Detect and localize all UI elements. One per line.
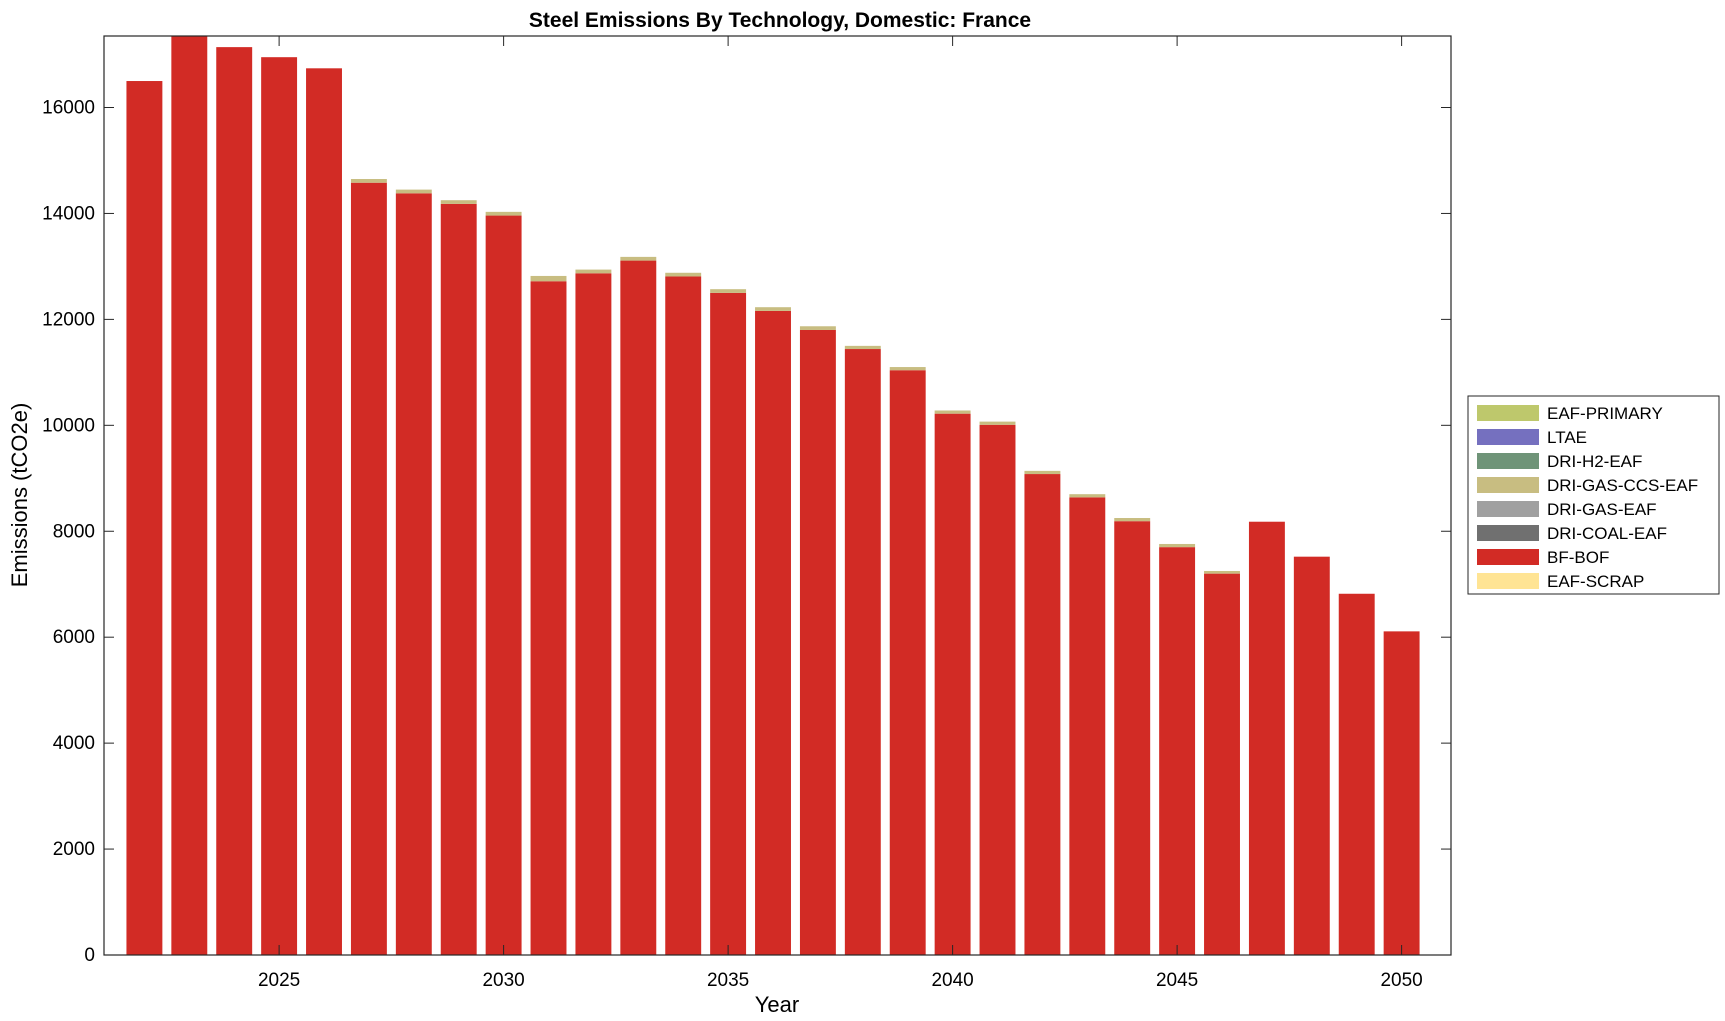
bar-bf-bof-2038 bbox=[844, 349, 881, 955]
bar-bf-bof-2047 bbox=[1248, 521, 1285, 955]
bar-dri-gas-ccs-eaf-2038 bbox=[844, 345, 881, 350]
bar-bf-bof-2023 bbox=[171, 36, 208, 955]
y-tick-label: 0 bbox=[84, 945, 95, 966]
bar-bf-bof-2024 bbox=[216, 47, 253, 955]
bar-bf-bof-2044 bbox=[1114, 521, 1151, 955]
x-tick-label: 2035 bbox=[707, 970, 749, 991]
bar-bf-bof-2025 bbox=[261, 57, 298, 956]
bar-bf-bof-2036 bbox=[755, 310, 791, 955]
legend-swatch-ltae bbox=[1477, 429, 1539, 445]
bar-bf-bof-2035 bbox=[710, 292, 747, 955]
y-tick-label: 8000 bbox=[53, 521, 95, 542]
bar-dri-gas-ccs-eaf-2040 bbox=[934, 410, 971, 414]
y-tick-label: 12000 bbox=[42, 309, 95, 330]
x-tick-label: 2045 bbox=[1156, 970, 1198, 991]
bar-dri-gas-ccs-eaf-2046 bbox=[1204, 570, 1240, 574]
bar-bf-bof-2043 bbox=[1069, 497, 1106, 955]
bar-bf-bof-2026 bbox=[306, 68, 342, 955]
axis-ticks: 0 2000 4000 6000 8000 10000 12000 14000 16000 202… bbox=[42, 36, 1451, 991]
plot-area-frame bbox=[103, 35, 1452, 956]
bar-dri-gas-ccs-eaf-2035 bbox=[710, 289, 747, 293]
legend-label-dri-coal-eaf: DRI-COAL-EAF bbox=[1547, 524, 1667, 543]
bar-dri-gas-ccs-eaf-2037 bbox=[799, 326, 836, 330]
bar-bf-bof-2029 bbox=[440, 203, 477, 955]
bar-dri-gas-ccs-eaf-2030 bbox=[485, 211, 522, 216]
bar-dri-gas-ccs-eaf-2045 bbox=[1159, 543, 1196, 548]
bar-bf-bof-2039 bbox=[889, 370, 926, 955]
bar-dri-gas-ccs-eaf-2044 bbox=[1114, 518, 1151, 522]
bar-bf-bof-2022 bbox=[126, 81, 163, 955]
legend-label-dri-gas-ccs-eaf: DRI-GAS-CCS-EAF bbox=[1547, 476, 1698, 495]
bar-dri-gas-ccs-eaf-2028 bbox=[395, 189, 432, 194]
bar-dri-gas-ccs-eaf-2032 bbox=[575, 269, 612, 274]
legend-label-ltae: LTAE bbox=[1547, 428, 1587, 447]
legend-label-dri-gas-eaf: DRI-GAS-EAF bbox=[1547, 500, 1657, 519]
bar-dri-gas-ccs-eaf-2029 bbox=[440, 200, 477, 204]
y-tick-label: 16000 bbox=[42, 98, 95, 119]
bar-bf-bof-2042 bbox=[1024, 474, 1061, 955]
legend-swatch-bf-bof bbox=[1477, 549, 1539, 565]
x-tick-label: 2040 bbox=[931, 970, 973, 991]
y-tick-label: 10000 bbox=[42, 415, 95, 436]
bar-bf-bof-2045 bbox=[1159, 547, 1196, 955]
bar-bf-bof-2040 bbox=[934, 413, 971, 956]
y-tick-label: 4000 bbox=[53, 733, 95, 754]
y-tick-label: 6000 bbox=[53, 627, 95, 648]
bar-bf-bof-2033 bbox=[620, 260, 657, 956]
bar-dri-gas-ccs-eaf-2031 bbox=[530, 275, 567, 282]
y-tick-label: 2000 bbox=[53, 839, 95, 860]
legend-label-eaf-scrap: EAF-SCRAP bbox=[1547, 572, 1644, 591]
bar-bf-bof-2028 bbox=[395, 193, 432, 955]
legend-label-dri-h2-eaf: DRI-H2-EAF bbox=[1547, 452, 1642, 471]
x-axis-label: Year bbox=[755, 992, 799, 1017]
y-axis-label: Emissions (tCO2e) bbox=[7, 403, 32, 588]
legend-swatch-eaf-scrap bbox=[1477, 573, 1539, 589]
bar-bf-bof-2031 bbox=[530, 281, 567, 955]
y-tick-label: 14000 bbox=[42, 203, 95, 224]
bar-dri-gas-ccs-eaf-2027 bbox=[350, 179, 387, 183]
x-tick-label: 2025 bbox=[258, 970, 300, 991]
bar-dri-gas-ccs-eaf-2033 bbox=[620, 256, 657, 261]
bar-bf-bof-2027 bbox=[350, 182, 387, 956]
x-tick-label: 2050 bbox=[1380, 970, 1422, 991]
legend-swatch-dri-gas-eaf bbox=[1477, 501, 1539, 517]
bar-bf-bof-2041 bbox=[979, 424, 1016, 955]
legend-swatch-dri-gas-ccs-eaf bbox=[1477, 477, 1539, 493]
bar-bf-bof-2050 bbox=[1383, 631, 1420, 955]
bar-dri-gas-ccs-eaf-2034 bbox=[665, 272, 702, 277]
legend-label-bf-bof: BF-BOF bbox=[1547, 548, 1609, 567]
bar-bf-bof-2030 bbox=[485, 215, 522, 956]
bar-dri-gas-ccs-eaf-2043 bbox=[1069, 494, 1106, 498]
bar-bf-bof-2049 bbox=[1338, 593, 1375, 955]
legend-swatch-dri-h2-eaf bbox=[1477, 453, 1539, 469]
legend: EAF-PRIMARY LTAE DRI-H2-EAF DRI-GAS-CCS-EAF… bbox=[1467, 395, 1720, 595]
chart-title: Steel Emissions By Technology, Domestic:… bbox=[529, 9, 1031, 32]
bar-dri-gas-ccs-eaf-2041 bbox=[979, 421, 1016, 425]
legend-label-eaf-primary: EAF-PRIMARY bbox=[1547, 404, 1663, 423]
bar-bf-bof-2032 bbox=[575, 273, 612, 955]
bar-dri-gas-ccs-eaf-2036 bbox=[755, 307, 791, 311]
bar-bf-bof-2048 bbox=[1293, 556, 1330, 955]
bars-layer bbox=[126, 36, 1420, 956]
legend-swatch-dri-coal-eaf bbox=[1477, 525, 1539, 541]
bar-dri-gas-ccs-eaf-2042 bbox=[1024, 470, 1061, 475]
bar-dri-gas-ccs-eaf-2039 bbox=[889, 367, 926, 371]
bar-bf-bof-2046 bbox=[1204, 573, 1240, 955]
bar-bf-bof-2037 bbox=[799, 329, 836, 955]
legend-swatch-eaf-primary bbox=[1477, 405, 1539, 421]
bar-bf-bof-2034 bbox=[665, 276, 702, 955]
x-tick-label: 2030 bbox=[482, 970, 524, 991]
